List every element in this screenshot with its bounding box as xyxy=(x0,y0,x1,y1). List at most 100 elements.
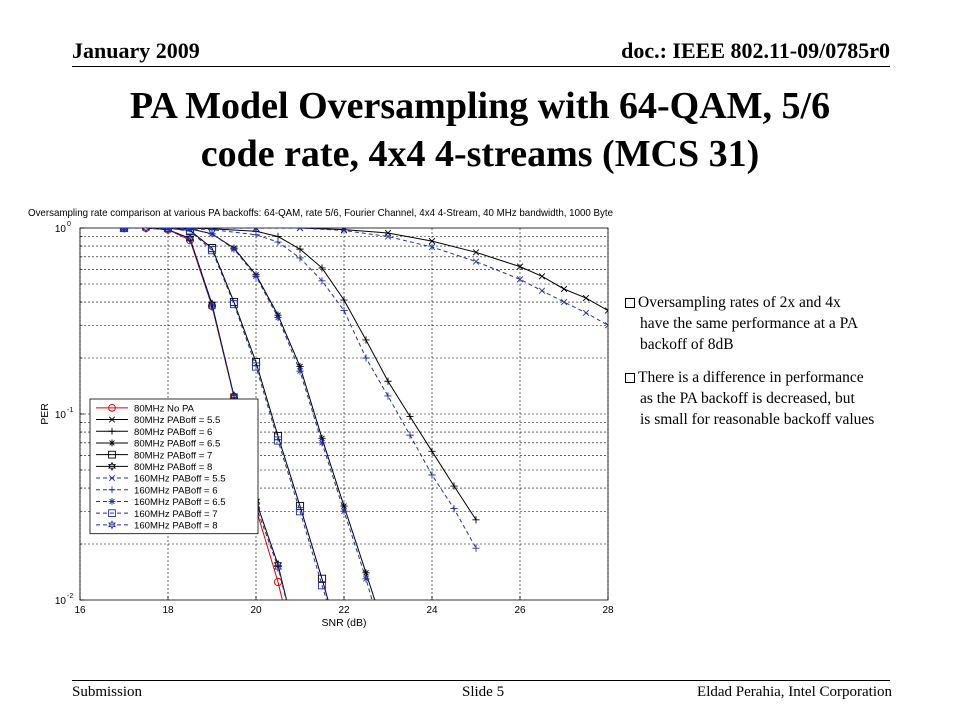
legend-label: 80MHz PABoff = 6.5 xyxy=(134,439,220,450)
marker-plus xyxy=(296,254,304,262)
legend-label: 80MHz PABoff = 5.5 xyxy=(134,415,220,426)
marker-plus xyxy=(362,336,370,344)
note-1: Oversampling rates of 2x and 4x have the … xyxy=(625,292,945,355)
marker-star xyxy=(108,498,116,505)
x-tick-label: 24 xyxy=(426,605,438,616)
y-tick-label-exponent: 0 xyxy=(67,221,71,228)
legend-item: 80MHz PABoff = 8 xyxy=(96,461,212,473)
marker-square xyxy=(108,509,116,518)
marker-plus xyxy=(472,544,480,552)
note-2: There is a difference in performance as t… xyxy=(625,367,945,430)
marker-square xyxy=(273,436,283,445)
y-tick-label-exponent: -1 xyxy=(67,407,73,414)
marker-hexagram xyxy=(119,228,129,233)
y-tick-label-base: 10 xyxy=(55,224,67,235)
x-tick-label: 28 xyxy=(602,605,614,616)
marker-x xyxy=(560,285,568,293)
note-line: have the same performance at a PA xyxy=(640,315,859,332)
series-line xyxy=(124,228,477,549)
legend-label: 80MHz PABoff = 7 xyxy=(134,450,212,461)
marker-hexagram xyxy=(108,461,116,471)
marker-star xyxy=(362,575,370,583)
marker-plus xyxy=(108,427,116,435)
marker-hexagram xyxy=(207,301,217,311)
marker-x xyxy=(428,243,436,251)
marker-plus xyxy=(274,238,282,246)
marker-x xyxy=(560,298,568,306)
marker-square xyxy=(317,581,327,590)
legend-label: 160MHz PABoff = 8 xyxy=(134,520,218,531)
series-line xyxy=(124,228,329,600)
marker-x xyxy=(340,228,348,233)
marker-star xyxy=(318,434,326,442)
legend-label: 80MHz No PA xyxy=(134,403,195,414)
marker-square xyxy=(108,450,116,459)
marker-plus xyxy=(450,482,458,490)
marker-plus xyxy=(318,277,326,285)
marker-circle xyxy=(108,404,116,412)
legend-label: 160MHz PABoff = 5.5 xyxy=(134,474,226,485)
marker-x xyxy=(604,307,608,314)
marker-plus xyxy=(450,505,458,513)
x-tick-label: 16 xyxy=(74,605,86,616)
marker-x xyxy=(582,309,590,317)
legend-item: 160MHz PABoff = 6.5 xyxy=(96,497,226,508)
legend-item: 160MHz PABoff = 8 xyxy=(96,520,218,531)
footer-submission: Submission xyxy=(72,684,143,700)
note-line: is small for reasonable backoff values xyxy=(640,411,875,428)
footer-author: Eldad Perahia, Intel Corporation xyxy=(697,684,892,700)
x-axis-label: SNR (dB) xyxy=(322,617,367,629)
legend-item: 160MHz PABoff = 5.5 xyxy=(96,474,226,485)
marker-star xyxy=(340,507,348,515)
marker-star xyxy=(186,228,194,233)
marker-plus xyxy=(428,447,436,455)
legend-item: 80MHz PABoff = 5.5 xyxy=(96,415,220,426)
marker-x xyxy=(604,322,608,329)
slide-title-line-1: PA Model Oversampling with 64-QAM, 5/6 xyxy=(129,85,831,127)
marker-square xyxy=(207,246,217,255)
marker-hexagram xyxy=(185,234,195,245)
marker-square xyxy=(295,501,305,511)
legend-item: 160MHz PABoff = 7 xyxy=(96,509,218,520)
y-axis-label: PER xyxy=(39,403,51,425)
marker-star xyxy=(318,439,326,447)
marker-x xyxy=(472,258,480,265)
series-line xyxy=(124,228,608,326)
marker-x xyxy=(538,273,546,280)
marker-plus xyxy=(318,264,326,272)
marker-star xyxy=(362,569,370,577)
marker-x xyxy=(516,276,524,283)
x-tick-label: 18 xyxy=(162,605,174,616)
marker-plus xyxy=(108,486,116,494)
note-line: backoff of 8dB xyxy=(640,336,734,353)
y-tick-label-base: 10 xyxy=(55,596,67,607)
legend-label: 160MHz PABoff = 7 xyxy=(134,509,218,520)
marker-x xyxy=(428,237,436,245)
marker-x xyxy=(516,263,524,270)
marker-plus xyxy=(384,392,392,400)
marker-x xyxy=(472,249,480,256)
series-line xyxy=(124,228,373,600)
marker-plus xyxy=(252,231,260,239)
marker-star xyxy=(296,367,304,375)
marker-hexagram xyxy=(141,228,151,233)
series-line xyxy=(124,228,287,600)
marker-x xyxy=(538,287,546,294)
marker-star xyxy=(274,313,282,322)
notes-box: Oversampling rates of 2x and 4x have the … xyxy=(625,292,945,442)
marker-star xyxy=(230,245,238,253)
marker-square xyxy=(163,228,173,233)
legend-item: 80MHz No PA xyxy=(96,403,195,414)
marker-plus xyxy=(384,377,392,385)
marker-plus xyxy=(472,516,480,524)
checkbox-bullet-icon xyxy=(625,373,635,383)
legend-item: 80MHz PABoff = 7 xyxy=(96,450,212,461)
marker-x xyxy=(582,294,590,302)
marker-x xyxy=(340,228,348,234)
footer-slide-number: Slide 5 xyxy=(462,684,505,700)
marker-star xyxy=(208,230,216,238)
legend-item: 80MHz PABoff = 6 xyxy=(96,427,212,438)
legend-label: 160MHz PABoff = 6.5 xyxy=(134,497,226,508)
legend-item: 80MHz PABoff = 6.5 xyxy=(96,439,220,450)
marker-star xyxy=(296,362,304,371)
